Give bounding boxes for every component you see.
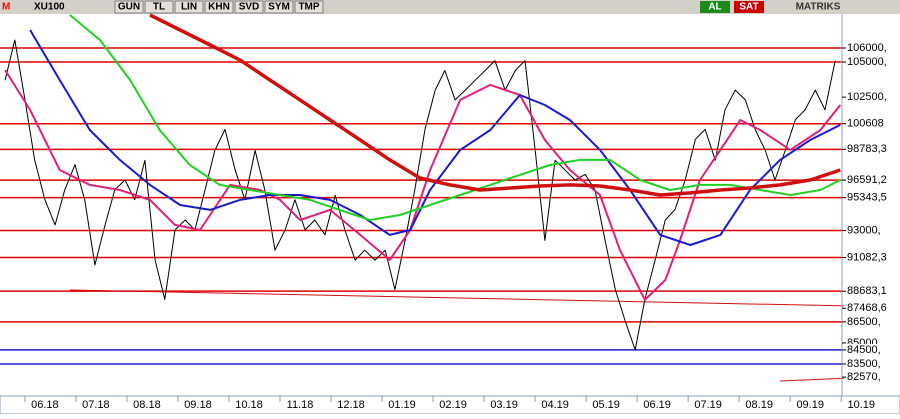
series-line [29,29,841,246]
x-tick-label: 10.18 [235,399,263,411]
toolbar-button[interactable] [294,0,324,14]
logo: M [2,2,10,13]
toolbar-button[interactable] [234,0,264,14]
series-line [4,39,836,351]
y-tick-label: 88683,1 [847,285,887,297]
toolbar-button-label: TL [153,2,165,13]
y-tick-label-bg [844,174,900,187]
x-tick-label: 03.19 [490,399,518,411]
series-line [149,13,841,197]
x-tick-label: 12.18 [337,399,365,411]
x-tick-label: 04.19 [541,399,569,411]
y-tick-label-bg [844,357,900,370]
x-tick-label: 09.19 [796,399,824,411]
toolbar-button[interactable] [264,0,294,14]
y-tick-label: 95343,5 [847,192,887,204]
x-tick-label: 10.19 [847,399,875,411]
y-tick-label-bg [844,143,900,156]
y-tick-label-bg [844,251,900,264]
toolbar: M XU100 GUN TL LIN KHN SVD SYM TMP AL SAT MATR… [0,0,900,14]
plot [0,13,842,365]
toolbar-button[interactable] [204,0,234,14]
x-tick-label: 09.18 [184,399,212,411]
toolbar-button[interactable] [114,0,144,14]
y-tick-label-bg [844,371,900,384]
y-tick-label: 82570, [847,371,881,383]
buy-label: AL [708,2,721,13]
y-tick-label: 100608 [847,118,884,130]
x-tick-label: 05.19 [592,399,620,411]
sell-label: SAT [739,2,758,13]
toolbar-button-label: SVD [239,2,260,13]
trend-line [69,289,900,308]
y-tick-label-bg [844,191,900,204]
y-tick-label-bg [844,285,900,298]
y-tick-label: 87468,6 [847,302,887,314]
y-tick-label-bg [844,117,900,130]
y-tick-label: 86500, [847,316,881,328]
brand: MATRIKS [796,2,841,13]
y-tick-label: 102500, [847,91,887,103]
y-tick-label: 84500, [847,344,881,356]
y-tick-label-bg [844,315,900,328]
toolbar-button-label: LIN [181,2,197,13]
x-tick-label: 07.19 [694,399,722,411]
toolbar-button-label: SYM [268,2,290,13]
toolbar-button-label: TMP [298,2,319,13]
x-tick-label: 08.19 [745,399,773,411]
x-tick-label: 01.19 [388,399,416,411]
toolbar-button[interactable] [144,0,174,14]
y-axis: 106000, 105000, 102500, 100608 98783,3 96591,… [841,14,900,396]
y-tick-label: 93000, [847,224,881,236]
toolbar-button[interactable] [174,0,204,14]
y-tick-label: 106000, [847,42,887,54]
y-tick-label-bg [844,41,900,54]
x-tick-label: 11.18 [287,399,314,411]
y-tick-label: 105000, [847,56,887,68]
y-tick-label-bg [844,302,900,315]
series-line [69,14,841,221]
y-tick-label: 83500, [847,358,881,370]
toolbar-button-label: KHN [208,2,230,13]
buy-button[interactable] [700,1,730,13]
y-tick-label: 98783,3 [847,143,887,155]
y-tick-label: 96591,2 [847,174,887,186]
x-tick-label: 07.18 [82,399,110,411]
toolbar-button-label: GUN [118,2,140,13]
x-tick-label: 06.18 [31,399,59,411]
y-tick-label: 91082,3 [847,251,887,263]
sell-button[interactable] [734,1,764,13]
x-tick-label: 06.19 [643,399,671,411]
x-tick-label: 02.19 [439,399,467,411]
y-tick-label-bg [844,91,900,104]
x-tick-label: 08.18 [133,399,161,411]
y-tick-label-bg [844,343,900,356]
y-tick-label-bg [844,56,900,69]
series-line [4,69,842,301]
y-tick-label-bg [844,224,900,237]
symbol[interactable]: XU100 [34,2,65,13]
